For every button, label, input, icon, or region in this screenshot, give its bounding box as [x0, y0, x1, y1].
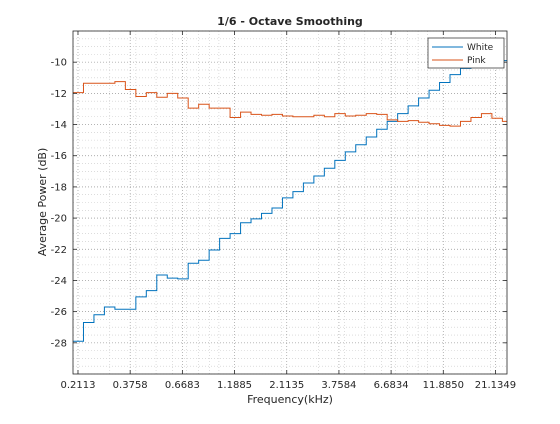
series-line-pink — [73, 81, 507, 127]
grid-layer — [73, 30, 507, 375]
chart-title: 1/6 - Octave Smoothing — [217, 15, 363, 28]
y-tick-label: -24 — [51, 276, 67, 287]
x-axis-label: Frequency(kHz) — [247, 393, 333, 406]
x-tick-label: 21.1349 — [475, 380, 516, 391]
y-tick-label: -26 — [51, 307, 67, 318]
legend: White Pink — [427, 37, 505, 69]
x-tick-label: 11.8850 — [423, 380, 464, 391]
y-tick-label: -10 — [51, 58, 67, 69]
series-layer — [73, 60, 507, 342]
y-tick-label: -28 — [51, 338, 67, 349]
legend-label-white: White — [467, 43, 494, 53]
x-tick-label: 0.6683 — [165, 380, 200, 391]
x-tick-label: 2.1135 — [269, 380, 304, 391]
y-tick-label: -18 — [51, 182, 67, 193]
y-tick-label: -16 — [51, 151, 67, 162]
x-tick-label: 1.1885 — [217, 380, 252, 391]
y-tick-label: -22 — [51, 245, 67, 256]
x-tick-label: 3.7584 — [321, 380, 356, 391]
y-axis-label: Average Power (dB) — [36, 148, 49, 257]
x-tick-label: 6.6834 — [374, 380, 409, 391]
y-tick-label: -14 — [51, 120, 67, 131]
series-line-white — [73, 60, 507, 342]
y-tick-label: -20 — [51, 214, 67, 225]
legend-label-pink: Pink — [467, 56, 486, 66]
tick-label-layer: 0.2113 0.3758 0.6683 1.1885 2.1135 3.7584 6.68… — [51, 58, 516, 391]
x-tick-label: 0.2113 — [60, 380, 95, 391]
y-tick-label: -12 — [51, 89, 67, 100]
legend-box — [427, 37, 505, 69]
tick-layer — [73, 31, 507, 374]
plot-frame — [72, 30, 508, 375]
x-tick-label: 0.3758 — [113, 380, 148, 391]
